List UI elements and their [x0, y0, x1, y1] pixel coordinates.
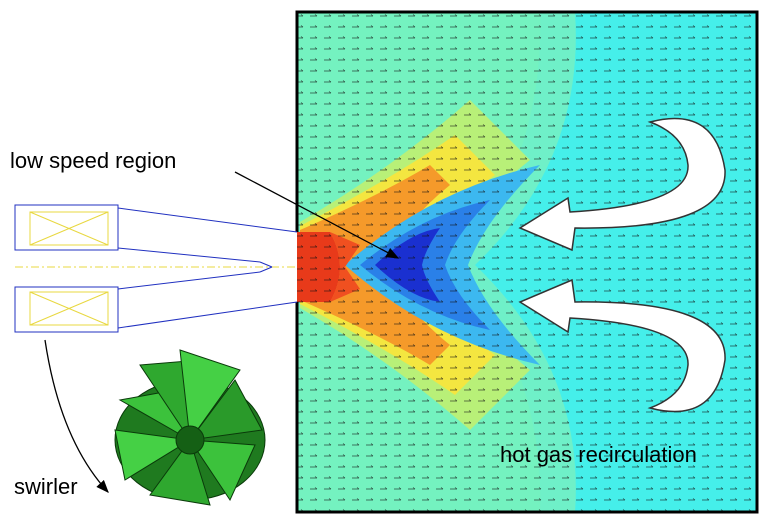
swirler-arrow [45, 340, 108, 492]
swirler-image [115, 350, 265, 505]
swirler-label: swirler [14, 474, 78, 499]
diagram: low speed region hot gas recirculation s… [0, 0, 777, 519]
low-speed-label: low speed region [10, 148, 176, 173]
velocity-contour [297, 12, 757, 512]
recirculation-label: hot gas recirculation [500, 442, 697, 467]
burner [15, 205, 297, 332]
